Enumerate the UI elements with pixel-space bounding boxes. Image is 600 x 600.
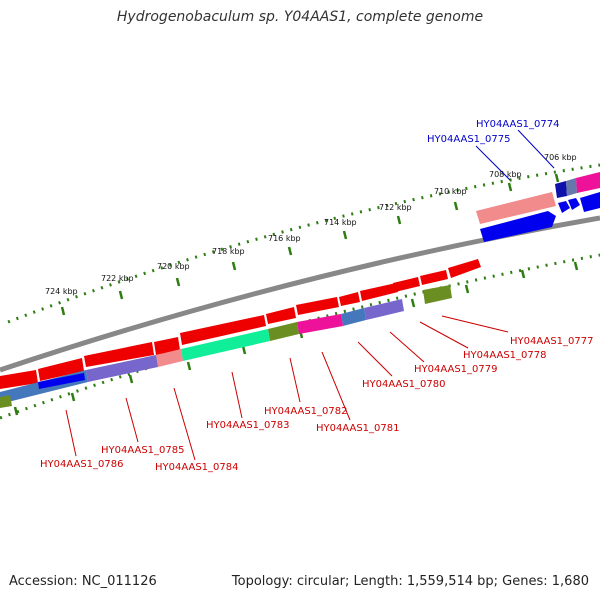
inner-tick-4: [410, 298, 416, 308]
gene-feature-forward-grey: [566, 178, 577, 196]
gene-label-0780: HY04AAS1_0780: [362, 379, 445, 390]
leader-0785: [125, 397, 139, 443]
gene-feature-left-arrow-1: [38, 358, 84, 381]
tick-mark-716: [287, 246, 293, 256]
inner-tick-2: [520, 269, 526, 279]
gene-feature-0777-arrow: [448, 259, 481, 278]
gene-label-0783: HY04AAS1_0783: [206, 420, 289, 431]
gene-label-0778: HY04AAS1_0778: [463, 350, 546, 361]
gene-label-0777: HY04AAS1_0777: [510, 336, 593, 347]
kbp-label-714: 714 kbp: [324, 218, 357, 227]
kbp-label-712: 712 kbp: [379, 203, 412, 212]
kbp-label-722: 722 kbp: [101, 274, 134, 283]
genome-title: Hydrogenobaculum sp. Y04AAS1, complete g…: [116, 9, 484, 25]
gene-feature-0784-arrow: [180, 315, 266, 345]
tick-mark-720: [175, 277, 181, 287]
gene-label-0781: HY04AAS1_0781: [316, 423, 399, 434]
inner-tick-7: [241, 345, 247, 355]
gene-label-0774: HY04AAS1_0774: [476, 119, 559, 130]
gene-feature-left-olive: [0, 395, 12, 408]
genome-stats-text: Topology: circular; Length: 1,559,514 bp…: [231, 574, 589, 589]
inner-tick-1: [573, 261, 579, 271]
gene-feature-0784-block: [156, 349, 183, 367]
gene-feature-0775: [480, 211, 556, 242]
tick-mark-706: [554, 173, 560, 183]
tick-mark-714: [342, 230, 348, 240]
gene-feature-0781-block: [297, 314, 343, 334]
gene-feature-forward-big: [580, 192, 600, 212]
inner-tick-9: [128, 374, 134, 384]
inner-tick-3: [464, 284, 470, 294]
kbp-label-724: 724 kbp: [45, 287, 78, 296]
leader-0775: [475, 145, 511, 181]
gene-feature-left-arrow-2: [0, 370, 38, 389]
tick-mark-724: [60, 306, 66, 316]
kbp-label-708: 708 kbp: [489, 170, 522, 179]
forward-strand-features: [476, 172, 600, 242]
gene-feature-forward-dark: [555, 181, 567, 198]
gene-feature-0775-block: [476, 192, 556, 224]
kbp-label-706: 706 kbp: [544, 153, 577, 162]
inner-tick-11: [13, 406, 19, 416]
gene-feature-0774-b: [568, 198, 580, 210]
inner-tick-8: [186, 361, 192, 371]
label-leader-lines: [65, 129, 555, 461]
tick-mark-708: [507, 182, 513, 192]
reverse-strand-row-1: [0, 259, 481, 389]
kbp-label-710: 710 kbp: [434, 187, 467, 196]
reverse-strand-row-2: [0, 285, 452, 408]
gene-feature-0785-block: [86, 355, 158, 382]
gene-label-0782: HY04AAS1_0782: [264, 406, 347, 417]
gene-feature-0779-block: [364, 299, 404, 320]
gene-label-0779: HY04AAS1_0779: [414, 364, 497, 375]
gene-label-0784: HY04AAS1_0784: [155, 462, 238, 473]
leader-0779: [389, 331, 425, 363]
gene-labels: HY04AAS1_0774 HY04AAS1_0775 HY04AAS1_077…: [40, 119, 593, 473]
tick-mark-718: [231, 261, 237, 271]
leader-0778: [419, 321, 469, 349]
inner-tick-10: [70, 392, 76, 402]
gene-feature-0778-arrow: [420, 270, 448, 285]
gene-feature-0777-block: [423, 285, 452, 304]
gene-feature-0780-block: [341, 308, 366, 326]
accession-text: Accession: NC_011126: [9, 574, 157, 589]
leader-0783: [231, 371, 243, 419]
kbp-label-718: 718 kbp: [212, 247, 245, 256]
gene-feature-0781-arrow: [339, 292, 360, 306]
gene-feature-forward-magenta: [576, 172, 600, 193]
gene-feature-0779-arrow: [393, 277, 420, 292]
leader-0784: [173, 387, 196, 461]
gene-label-0775: HY04AAS1_0775: [427, 134, 510, 145]
gene-feature-0782-block: [268, 322, 299, 341]
leader-0777: [441, 315, 509, 333]
tick-mark-722: [118, 290, 124, 300]
scale-labels: 706 kbp 708 kbp 710 kbp 712 kbp 714 kbp …: [45, 153, 577, 296]
tick-mark-712: [396, 215, 402, 225]
kbp-label-720: 720 kbp: [157, 262, 190, 271]
gene-feature-0785-arrow: [154, 337, 180, 355]
gene-label-0785: HY04AAS1_0785: [101, 445, 184, 456]
gene-feature-0783-arrow: [266, 307, 296, 324]
gene-feature-0786-arrow: [84, 342, 154, 367]
kbp-label-716: 716 kbp: [268, 234, 301, 243]
gene-feature-0782-arrow: [296, 297, 339, 315]
leader-0786: [65, 409, 77, 457]
gene-feature-0786-blue: [38, 373, 85, 389]
leader-0774: [517, 129, 555, 169]
leader-0782: [289, 357, 301, 403]
leader-0780: [357, 341, 393, 377]
gene-label-0786: HY04AAS1_0786: [40, 459, 123, 470]
gene-feature-0774-a: [558, 201, 570, 213]
inner-major-ticks: [13, 261, 579, 416]
gene-feature-0780-arrow: [360, 283, 398, 301]
gene-feature-0783-block: [181, 329, 270, 361]
scale-major-ticks: [60, 173, 560, 316]
tick-mark-710: [453, 201, 459, 211]
leader-0781: [321, 351, 351, 421]
